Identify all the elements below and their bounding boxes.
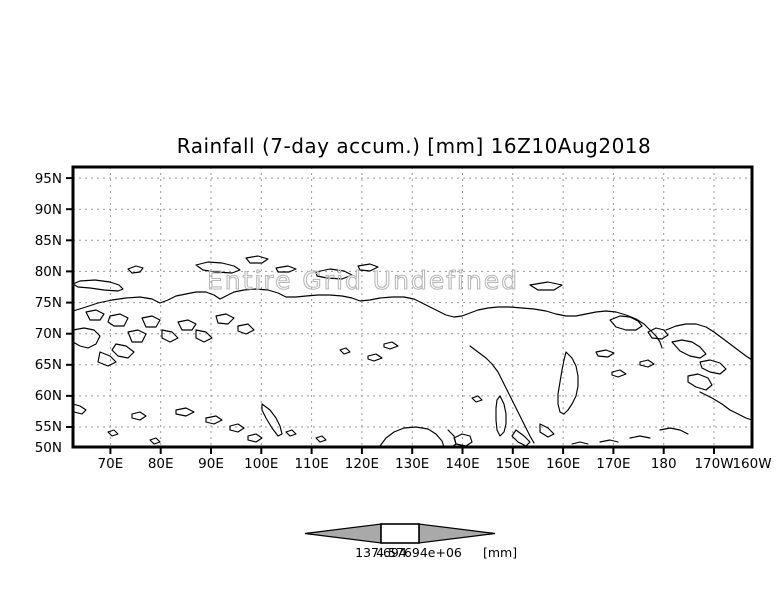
- axis-ticks: [66, 177, 715, 454]
- x-tick-label: 170W: [694, 456, 733, 472]
- colorbar[interactable]: [304, 523, 496, 544]
- x-tick-label: 120E: [345, 456, 379, 472]
- x-axis-labels: 70E 80E 90E 100E 110E 120E 130E 140E 150…: [98, 456, 772, 472]
- y-tick-label: 70N: [35, 326, 62, 342]
- x-tick-label: 140E: [445, 456, 479, 472]
- x-tick-label: 160E: [546, 456, 580, 472]
- chart-title: Rainfall (7-day accum.) [mm] 16Z10Aug201…: [177, 134, 652, 158]
- x-tick-label: 110E: [294, 456, 328, 472]
- y-tick-label: 65N: [35, 357, 62, 373]
- x-tick-label: 100E: [244, 456, 278, 472]
- x-tick-label: 70E: [98, 456, 124, 472]
- y-tick-label: 80N: [35, 264, 62, 280]
- x-tick-label: 80E: [148, 456, 174, 472]
- x-tick-label: 180: [651, 456, 677, 472]
- y-tick-label: 60N: [35, 388, 62, 404]
- y-axis-labels: 95N 90N 85N 80N 75N 70N 65N 60N 55N 50N: [35, 171, 62, 456]
- y-tick-label: 85N: [35, 233, 62, 249]
- y-tick-label: 90N: [35, 202, 62, 218]
- x-tick-label: 90E: [198, 456, 224, 472]
- entire-grid-undefined-message: Entire Grid Undefined: [207, 266, 519, 295]
- colorbar-center-swatch: [380, 523, 420, 544]
- colorbar-max-label: 4.57694e+06: [376, 545, 462, 560]
- x-tick-label: 130E: [395, 456, 429, 472]
- colorbar-min-label: 137.694: [355, 545, 407, 560]
- y-tick-label: 75N: [35, 295, 62, 311]
- colorbar-units-label: [mm]: [483, 545, 517, 560]
- x-tick-label: 150E: [496, 456, 530, 472]
- y-tick-label: 95N: [35, 171, 62, 187]
- x-tick-label: 170E: [596, 456, 630, 472]
- coastline-map: [72, 255, 753, 448]
- grid-lines: [73, 167, 752, 447]
- x-tick-label: 160W: [732, 456, 771, 472]
- y-tick-label: 55N: [35, 419, 62, 435]
- y-tick-label: 50N: [35, 440, 62, 456]
